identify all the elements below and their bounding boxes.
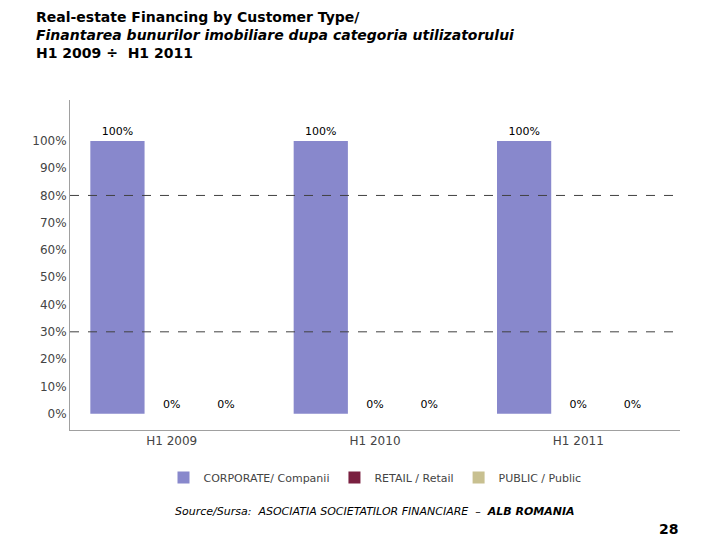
svg-text:100%: 100% (305, 125, 336, 138)
svg-text:H1 2009: H1 2009 (146, 434, 197, 448)
svg-text:30%: 30% (40, 325, 67, 339)
svg-text:H1 2010: H1 2010 (349, 434, 400, 448)
svg-text:40%: 40% (40, 298, 67, 312)
svg-text:H1 2011: H1 2011 (553, 434, 604, 448)
svg-text:PUBLIC / Public: PUBLIC / Public (499, 472, 582, 485)
svg-text:70%: 70% (40, 216, 67, 230)
svg-text:0%: 0% (217, 398, 234, 411)
svg-text:50%: 50% (40, 270, 67, 284)
svg-text:90%: 90% (40, 161, 67, 175)
svg-text:Real-estate Financing by Custo: Real-estate Financing by Customer Type/F… (36, 9, 514, 61)
svg-text:0%: 0% (163, 398, 180, 411)
svg-text:100%: 100% (32, 134, 66, 148)
svg-text:20%: 20% (40, 352, 67, 366)
svg-text:60%: 60% (40, 243, 67, 257)
svg-text:80%: 80% (40, 189, 67, 203)
svg-text:0%: 0% (420, 398, 437, 411)
svg-text:10%: 10% (40, 380, 67, 394)
svg-text:28: 28 (659, 521, 678, 537)
svg-text:0%: 0% (366, 398, 383, 411)
svg-text:RETAIL / Retail: RETAIL / Retail (374, 472, 453, 485)
svg-text:0%: 0% (48, 407, 67, 421)
svg-text:100%: 100% (102, 125, 133, 138)
svg-text:0%: 0% (570, 398, 587, 411)
svg-text:CORPORATE/ Companii: CORPORATE/ Companii (204, 472, 330, 485)
svg-text:100%: 100% (508, 125, 539, 138)
svg-text:0%: 0% (624, 398, 641, 411)
svg-text:Source/Sursa: ASOCIATIA SOCIE: Source/Sursa: ASOCIATIA SOCIETATILOR FIN… (175, 505, 575, 518)
